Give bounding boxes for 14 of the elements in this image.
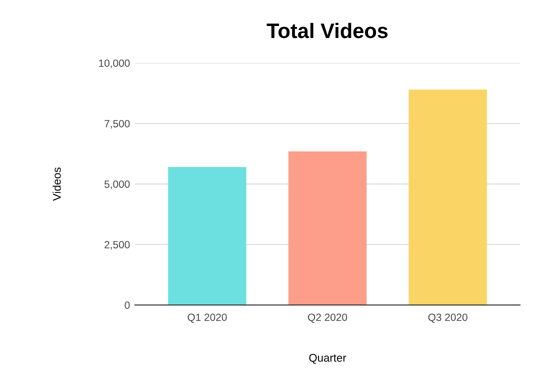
chart-title: Total Videos <box>266 22 388 38</box>
x-tick-label: Q1 2020 <box>188 314 227 323</box>
y-axis-title: Videos <box>52 168 61 201</box>
x-tick-label: Q3 2020 <box>428 314 468 323</box>
bar <box>408 90 487 305</box>
bar <box>168 167 246 305</box>
bar <box>288 151 367 305</box>
y-tick-label: 0 <box>124 302 130 309</box>
y-tick-label: 2,500 <box>104 241 130 250</box>
y-tick-label: 5,000 <box>104 180 130 190</box>
x-axis-title: Quarter <box>309 354 346 364</box>
x-tick-label: Q2 2020 <box>308 314 348 323</box>
y-tick-label: 7,500 <box>104 120 130 129</box>
y-tick-label: 10,000 <box>99 60 130 68</box>
